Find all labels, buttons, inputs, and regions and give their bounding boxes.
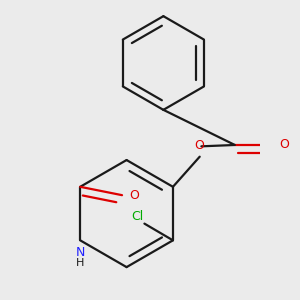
Text: O: O — [130, 189, 140, 202]
Text: H: H — [76, 258, 84, 268]
Text: Cl: Cl — [132, 210, 144, 224]
Text: N: N — [76, 246, 85, 259]
Text: O: O — [279, 139, 289, 152]
Text: O: O — [194, 139, 204, 152]
